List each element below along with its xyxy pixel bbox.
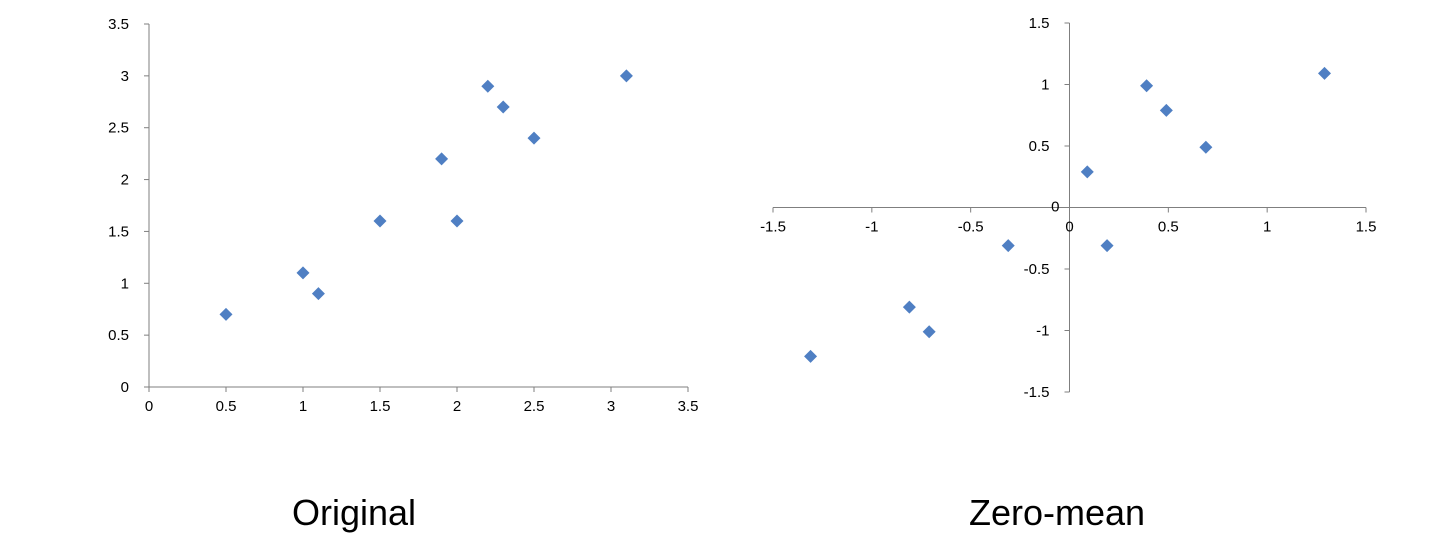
data-point — [527, 131, 541, 145]
data-point — [311, 287, 325, 301]
x-tick-label: 0 — [145, 398, 153, 415]
zero-mean-chart: -1.5 -1 -0.5 0 0.5 1 1.5 -1.5 -1 -0.5 0 0.5 1 1.5 — [760, 15, 1376, 401]
data-point — [902, 300, 916, 314]
data-point — [1140, 79, 1154, 93]
x-tick-label: 1 — [1263, 219, 1271, 236]
y-tick-label: 2 — [121, 172, 129, 189]
x-tick-label: 0.5 — [1158, 219, 1179, 236]
y-tick-label: 0.5 — [108, 327, 129, 344]
data-point — [1199, 140, 1213, 154]
original-chart: 0 0.5 1 1.5 2 2.5 3 3.5 0 0.5 1 1.5 2 2.5 3 3.5 — [108, 16, 698, 415]
y-tick-label: 0.5 — [1029, 138, 1050, 155]
y-tick-label: 1.5 — [1029, 15, 1050, 32]
data-point — [1159, 103, 1173, 117]
y-tick-label: 1 — [1041, 77, 1049, 94]
x-tick-label: 0 — [1065, 219, 1073, 236]
y-tick-label: -1 — [1036, 323, 1049, 340]
data-point — [373, 214, 387, 228]
y-tick-label: 0 — [1051, 199, 1059, 216]
data-point — [296, 266, 310, 280]
zero-mean-caption: Zero-mean — [968, 492, 1146, 533]
data-point — [1317, 66, 1331, 80]
x-tick-label: -1.5 — [760, 219, 786, 236]
y-tick-label: 2.5 — [108, 120, 129, 137]
x-tick-label: 2.5 — [524, 398, 545, 415]
x-tick-label: -0.5 — [958, 219, 984, 236]
x-tick-label: 3 — [607, 398, 615, 415]
data-point — [435, 152, 449, 166]
y-tick-label: 1.5 — [108, 223, 129, 240]
data-point — [219, 307, 233, 321]
x-tick-label: 2 — [453, 398, 461, 415]
y-tick-label: 3 — [121, 68, 129, 85]
data-point — [496, 100, 510, 114]
y-tick-label: 0 — [121, 379, 129, 396]
x-tick-label: 1 — [299, 398, 307, 415]
x-tick-label: -1 — [865, 219, 878, 236]
y-tick-label: 1 — [121, 275, 129, 292]
data-point — [922, 325, 936, 339]
data-point — [804, 349, 818, 363]
data-point — [619, 69, 633, 83]
data-point — [1100, 239, 1114, 253]
y-tick-label: -1.5 — [1024, 384, 1050, 401]
y-tick-label: 3.5 — [108, 16, 129, 33]
data-point — [450, 214, 464, 228]
original-caption: Original — [291, 492, 417, 533]
x-tick-label: 0.5 — [216, 398, 237, 415]
x-tick-label: 3.5 — [678, 398, 699, 415]
x-tick-label: 1.5 — [1356, 219, 1377, 236]
x-tick-label: 1.5 — [370, 398, 391, 415]
y-tick-label: -0.5 — [1024, 261, 1050, 278]
data-point — [1080, 165, 1094, 179]
data-point — [1001, 239, 1015, 253]
data-point — [481, 79, 495, 93]
